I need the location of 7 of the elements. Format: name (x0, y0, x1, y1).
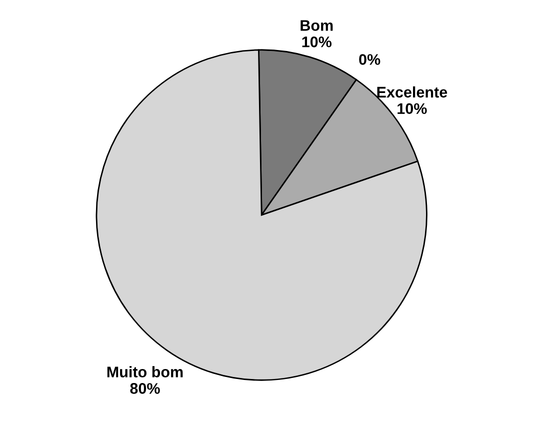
data-label: 10% (302, 36, 332, 48)
data-label: 80% (130, 383, 160, 394)
data-label: 10% (398, 103, 427, 114)
slice-label: Excelente (377, 86, 448, 98)
slice-label: Muito bom (107, 366, 183, 378)
text: 0% (359, 54, 380, 65)
slice-label: Bom (300, 20, 333, 31)
